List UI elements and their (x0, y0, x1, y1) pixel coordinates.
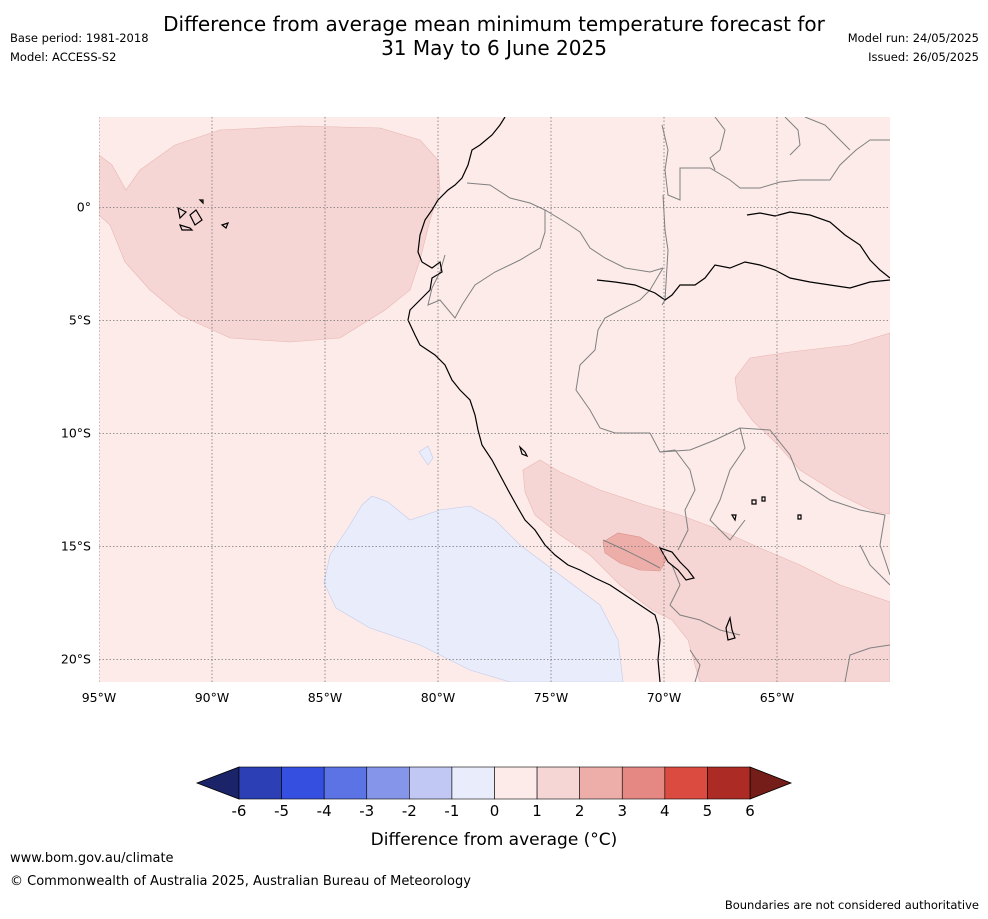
colorbar-segment (621, 766, 666, 800)
colorbar-tick-label: -4 (317, 802, 332, 820)
longitude-labels: 95°W 90°W 85°W 80°W 75°W 70°W 65°W (82, 690, 795, 705)
colorbar-extend-high (749, 766, 793, 800)
colorbar-segment (536, 766, 580, 800)
colorbar-segment (238, 766, 282, 800)
colorbar-segment (366, 766, 410, 800)
lon-tick-label: 90°W (195, 690, 230, 705)
country-boundaries (427, 117, 890, 682)
title-line-1: Difference from average mean minimum tem… (163, 12, 825, 36)
footer-note: Boundaries are not considered authoritat… (724, 898, 979, 912)
colorbar-segment (707, 766, 751, 800)
colorbar-segment (409, 766, 453, 800)
colorbar-tick-label: -2 (402, 802, 417, 820)
meta-left: Base period: 1981-2018 Model: ACCESS-S2 (10, 29, 149, 67)
colorbar-tick-label: -6 (232, 802, 247, 820)
colorbar-tick-label: 0 (490, 802, 500, 820)
colorbar-tick-label: -5 (274, 802, 289, 820)
map-panel (99, 117, 890, 682)
colorbar-tick-label: 1 (532, 802, 542, 820)
colorbar-segment (281, 766, 325, 800)
anomaly-region-east (734, 332, 890, 515)
footer-url: www.bom.gov.au/climate (10, 851, 174, 866)
anomaly-region-titicaca (602, 532, 667, 572)
anomaly-spot-cool (418, 445, 434, 466)
colorbar-title: Difference from average (°C) (371, 830, 618, 850)
colorbar-segment (494, 766, 538, 800)
issued-date: Issued: 26/05/2025 (868, 50, 979, 64)
gridlines (99, 117, 890, 682)
meta-right: Model run: 24/05/2025 Issued: 26/05/2025 (848, 29, 979, 67)
colorbar-tick-label: 2 (575, 802, 585, 820)
colorbar-segment (323, 766, 368, 800)
model-run: Model run: 24/05/2025 (847, 31, 979, 45)
colorbar-tick-label: -1 (444, 802, 459, 820)
colorbar-segment (451, 766, 495, 800)
title-line-2: 31 May to 6 June 2025 (381, 36, 607, 60)
lat-tick-label: 0° (77, 199, 91, 214)
anomaly-region-pacific (99, 125, 441, 343)
colorbar (195, 766, 793, 800)
anomaly-region-cool (323, 495, 624, 682)
colorbar-segment (579, 766, 623, 800)
lat-tick-label: 10°S (61, 425, 91, 440)
model-name: Model: ACCESS-S2 (10, 50, 117, 64)
lon-tick-label: 85°W (308, 690, 343, 705)
anomaly-region-south (522, 459, 890, 682)
latitude-labels: 0° 5°S 10°S 15°S 20°S (61, 199, 91, 666)
base-period: Base period: 1981-2018 (10, 31, 149, 45)
colorbar-ticks: -6 -5 -4 -3 -2 -1 0 1 2 3 4 5 6 (232, 802, 755, 820)
colorbar-extend-low (195, 766, 240, 800)
lon-tick-label: 75°W (534, 690, 569, 705)
colorbar-segment (664, 766, 708, 800)
lat-tick-label: 20°S (61, 651, 91, 666)
lat-tick-label: 5°S (69, 312, 91, 327)
chart-title: Difference from average mean minimum tem… (0, 12, 988, 60)
lon-tick-label: 80°W (421, 690, 456, 705)
lon-tick-label: 95°W (82, 690, 117, 705)
lon-tick-label: 70°W (647, 690, 682, 705)
colorbar-tick-label: 4 (660, 802, 670, 820)
lon-tick-label: 65°W (760, 690, 795, 705)
footer-copyright: © Commonwealth of Australia 2025, Austra… (10, 874, 471, 889)
colorbar-tick-label: -3 (359, 802, 374, 820)
lat-tick-label: 15°S (61, 538, 91, 553)
colorbar-tick-label: 6 (745, 802, 755, 820)
colorbar-tick-label: 5 (703, 802, 713, 820)
colorbar-tick-label: 3 (617, 802, 627, 820)
coastline (177, 117, 890, 682)
